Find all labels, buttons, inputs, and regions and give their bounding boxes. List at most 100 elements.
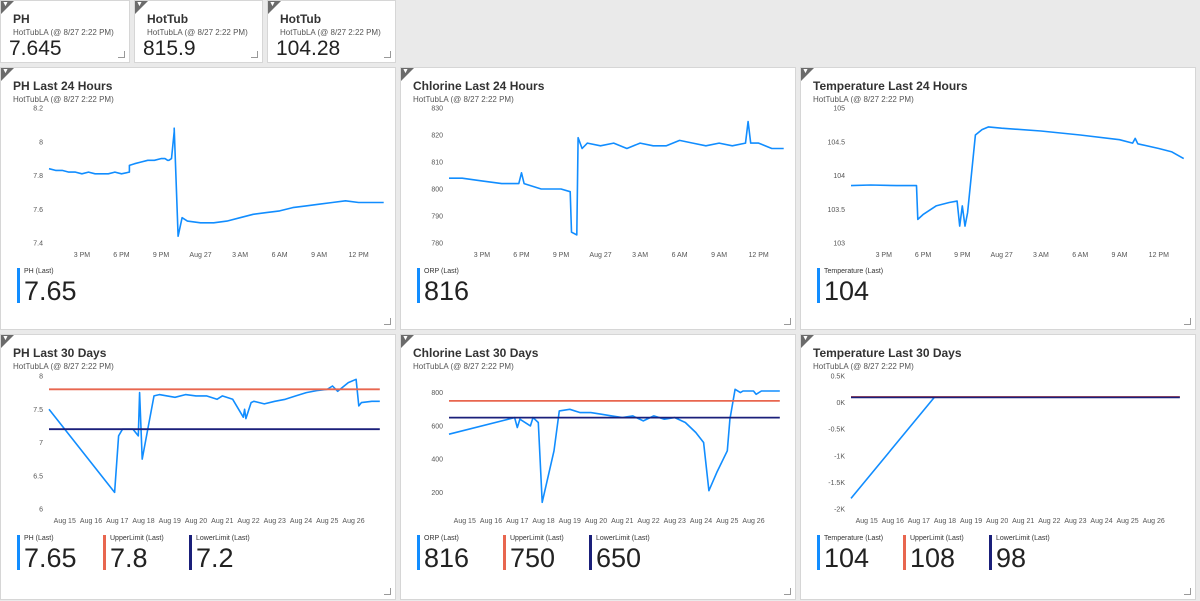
tile-temperature-24h[interactable]: ▼ Temperature Last 24 Hours HotTubLA (@ … <box>800 67 1196 330</box>
x-tick-label: Aug 16 <box>480 518 502 525</box>
legend-color-bar <box>103 535 106 570</box>
tile-ph-24h[interactable]: ▼ PH Last 24 Hours HotTubLA (@ 8/27 2:22… <box>0 67 396 330</box>
x-tick-label: Aug 23 <box>664 518 686 525</box>
tile-corner <box>1 68 14 81</box>
legend-label: Temperature (Last) <box>824 535 884 542</box>
card-hottub-orp[interactable]: ▼ HotTub HotTubLA (@ 8/27 2:22 PM) 815.9 <box>134 0 263 63</box>
chart-subtitle: HotTubLA (@ 8/27 2:22 PM) <box>13 95 114 104</box>
series-line-blue[interactable] <box>48 378 380 494</box>
x-tick-label: Aug 21 <box>1012 518 1034 525</box>
x-tick-label: Aug 16 <box>882 518 904 525</box>
filter-icon: ▼ <box>802 68 809 75</box>
tile-ph-30d[interactable]: ▼ PH Last 30 Days HotTubLA (@ 8/27 2:22 … <box>0 334 396 600</box>
legend-label: UpperLimit (Last) <box>510 535 564 542</box>
resize-handle[interactable] <box>784 318 791 325</box>
x-tick-label: 9 AM <box>1112 252 1128 259</box>
series-line-blue[interactable] <box>850 396 1180 499</box>
y-tick-label: 0K <box>836 400 845 407</box>
x-tick-label: 3 AM <box>232 252 248 259</box>
x-tick-label: Aug 25 <box>316 518 338 525</box>
tile-corner <box>801 335 814 348</box>
tile-corner <box>1 1 14 14</box>
x-tick-label: Aug 17 <box>106 518 128 525</box>
legend-value: 650 <box>596 543 642 573</box>
y-tick-label: 6.5 <box>33 473 43 480</box>
card-subtitle: HotTubLA (@ 8/27 2:22 PM) <box>13 28 114 37</box>
resize-handle[interactable] <box>251 51 258 58</box>
legend-color-bar <box>417 535 420 570</box>
y-tick-label: 103 <box>833 241 845 248</box>
x-tick-label: 12 PM <box>1149 252 1169 259</box>
line-chart[interactable]: -2K -1.5K -1K -0.5K 0K 0.5K Aug 15 Aug 16 Aug 17… <box>801 335 1196 600</box>
y-tick-label: -1K <box>834 453 845 460</box>
x-tick-label: Aug 19 <box>159 518 181 525</box>
series-line-blue[interactable] <box>48 127 384 237</box>
filter-icon: ▼ <box>269 1 276 8</box>
legend-label: UpperLimit (Last) <box>910 535 964 542</box>
y-tick-label: 600 <box>431 423 443 430</box>
x-tick-label: 9 AM <box>311 252 327 259</box>
resize-handle[interactable] <box>384 51 391 58</box>
line-chart[interactable]: 103 103.5 104 104.5 105 3 PM 6 PM 9 PM Aug 27 3 A… <box>801 68 1196 330</box>
chart-subtitle: HotTubLA (@ 8/27 2:22 PM) <box>813 95 914 104</box>
x-tick-label: Aug 22 <box>237 518 259 525</box>
resize-handle[interactable] <box>784 588 791 595</box>
y-tick-label: 200 <box>431 490 443 497</box>
x-tick-label: 6 PM <box>513 252 530 259</box>
legend-value: 7.65 <box>24 276 77 306</box>
x-tick-label: Aug 19 <box>559 518 581 525</box>
y-tick-label: 7.5 <box>33 407 43 414</box>
chart-title: Temperature Last 30 Days <box>813 346 962 360</box>
y-tick-label: -0.5K <box>828 427 845 434</box>
resize-handle[interactable] <box>1184 318 1191 325</box>
legend-value: 108 <box>910 543 956 573</box>
filter-icon: ▼ <box>402 335 409 342</box>
series-line-blue[interactable] <box>449 120 784 236</box>
line-chart[interactable]: 780 790 800 810 820 830 3 PM 6 PM 9 PM Aug 27 3 AM… <box>401 68 796 330</box>
tile-corner <box>801 68 814 81</box>
filter-icon: ▼ <box>802 335 809 342</box>
tile-chlorine-30d[interactable]: ▼ Chlorine Last 30 Days HotTubLA (@ 8/27… <box>400 334 796 600</box>
y-tick-label: 830 <box>431 106 443 113</box>
line-chart[interactable]: 6 6.5 7 7.5 8 Aug 15 Aug 16 Aug 17 Aug 18 Aug 19 A… <box>1 335 396 600</box>
y-tick-label: -2K <box>834 507 845 514</box>
tile-corner <box>268 1 281 14</box>
resize-handle[interactable] <box>384 588 391 595</box>
x-tick-label: 3 PM <box>74 252 91 259</box>
x-tick-label: Aug 18 <box>132 518 154 525</box>
x-tick-label: 6 AM <box>272 252 288 259</box>
x-tick-label: Aug 25 <box>1117 518 1139 525</box>
line-chart[interactable]: 200 400 600 800 Aug 15 Aug 16 Aug 17 Aug 18 Aug … <box>401 335 796 600</box>
x-tick-label: Aug 26 <box>742 518 764 525</box>
card-ph[interactable]: ▼ PH HotTubLA (@ 8/27 2:22 PM) 7.645 <box>0 0 130 63</box>
chart-subtitle: HotTubLA (@ 8/27 2:22 PM) <box>413 95 514 104</box>
tile-temperature-30d[interactable]: ▼ Temperature Last 30 Days HotTubLA (@ 8… <box>800 334 1196 600</box>
filter-icon: ▼ <box>136 1 143 8</box>
legend-value: 816 <box>424 276 470 306</box>
filter-icon: ▼ <box>2 1 9 8</box>
x-tick-label: Aug 23 <box>1064 518 1086 525</box>
resize-handle[interactable] <box>1184 588 1191 595</box>
resize-handle[interactable] <box>384 318 391 325</box>
x-tick-label: Aug 18 <box>934 518 956 525</box>
legend-color-bar <box>817 535 820 570</box>
x-tick-label: 6 AM <box>1072 252 1088 259</box>
y-tick-label: 790 <box>431 214 443 221</box>
card-hottub-temp[interactable]: ▼ HotTub HotTubLA (@ 8/27 2:22 PM) 104.2… <box>267 0 396 63</box>
x-tick-label: Aug 17 <box>506 518 528 525</box>
tile-chlorine-24h[interactable]: ▼ Chlorine Last 24 Hours HotTubLA (@ 8/2… <box>400 67 796 330</box>
x-tick-label: Aug 27 <box>991 252 1013 259</box>
y-tick-label: 800 <box>431 390 443 397</box>
tile-corner <box>1 335 14 348</box>
series-line-blue[interactable] <box>850 126 1185 227</box>
x-tick-label: Aug 24 <box>1090 518 1112 525</box>
x-tick-label: 12 PM <box>349 252 369 259</box>
series-line-blue[interactable] <box>448 388 780 504</box>
legend-label: PH (Last) <box>24 535 54 542</box>
legend-color-bar <box>17 268 20 303</box>
y-tick-label: 800 <box>431 187 443 194</box>
y-tick-label: 400 <box>431 457 443 464</box>
resize-handle[interactable] <box>118 51 125 58</box>
line-chart[interactable]: 7.4 7.6 7.8 8 8.2 3 PM 6 PM 9 PM Aug 27 3 AM 6 AM 9… <box>1 68 396 330</box>
tile-corner <box>135 1 148 14</box>
